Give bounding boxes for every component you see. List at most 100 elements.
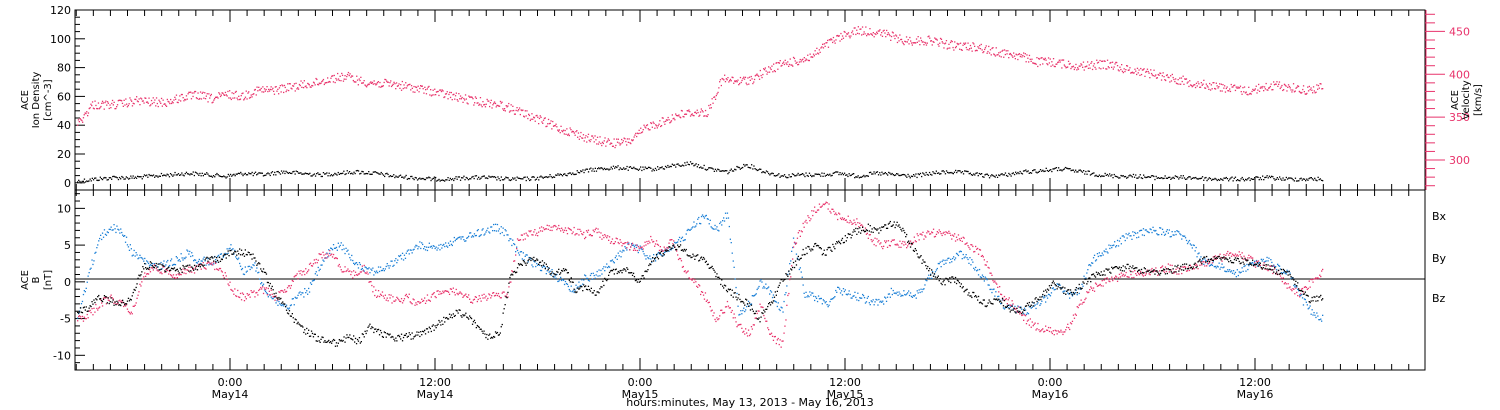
data-point <box>266 293 269 295</box>
data-point <box>1299 91 1301 93</box>
data-point <box>1254 177 1256 179</box>
data-point <box>284 172 286 175</box>
data-point <box>1234 89 1237 92</box>
data-point <box>625 140 627 143</box>
data-point <box>1048 294 1051 296</box>
data-point <box>350 273 352 276</box>
data-point <box>1321 320 1323 322</box>
data-point <box>584 237 586 240</box>
data-point <box>802 284 804 286</box>
data-point <box>1209 264 1212 266</box>
data-point <box>506 293 508 295</box>
data-point <box>458 176 461 178</box>
data-point <box>1063 290 1065 292</box>
data-point <box>1087 67 1090 69</box>
data-point <box>130 99 132 101</box>
data-point <box>890 39 892 41</box>
data-point <box>699 111 702 113</box>
data-point <box>1163 234 1166 236</box>
data-point <box>327 256 329 258</box>
data-point <box>450 179 453 181</box>
data-point <box>1241 176 1243 179</box>
data-point <box>918 289 920 291</box>
data-point <box>518 177 521 179</box>
data-point <box>1204 258 1206 260</box>
data-point <box>196 97 198 100</box>
data-point <box>342 80 345 82</box>
data-point <box>1111 61 1114 63</box>
data-point <box>752 82 754 85</box>
data-point <box>978 172 980 175</box>
data-point <box>501 292 503 294</box>
data-point <box>176 277 178 279</box>
data-point <box>295 297 297 299</box>
data-point <box>1125 233 1127 235</box>
data-point <box>443 243 445 246</box>
data-point <box>994 176 996 178</box>
data-point <box>388 85 390 87</box>
data-point <box>1222 179 1224 181</box>
data-point <box>861 26 864 28</box>
data-point <box>371 173 373 175</box>
data-point <box>99 176 101 178</box>
data-point <box>140 97 142 99</box>
data-point <box>827 306 829 308</box>
data-point <box>652 241 654 243</box>
data-point <box>293 170 295 173</box>
data-point <box>970 174 973 176</box>
data-point <box>406 250 408 252</box>
data-point <box>1018 53 1020 56</box>
data-point <box>711 227 713 229</box>
data-point <box>1082 66 1084 68</box>
data-point <box>380 294 383 296</box>
data-point <box>170 274 172 276</box>
data-point <box>241 92 243 95</box>
data-point <box>1032 62 1034 64</box>
data-point <box>1010 305 1012 307</box>
data-point <box>730 80 732 82</box>
data-point <box>619 144 621 146</box>
data-point <box>813 295 815 297</box>
data-point <box>351 172 353 174</box>
data-point <box>184 257 186 260</box>
data-point <box>80 303 83 305</box>
data-point <box>1265 260 1267 262</box>
data-point <box>599 168 601 170</box>
data-point <box>278 93 280 95</box>
data-point <box>1005 50 1007 52</box>
data-point <box>462 177 464 179</box>
data-point <box>356 75 358 77</box>
data-point <box>797 258 799 261</box>
data-point <box>393 300 395 302</box>
data-point <box>696 109 698 111</box>
data-point <box>870 300 872 302</box>
data-point <box>603 266 605 268</box>
data-point <box>544 117 546 119</box>
data-point <box>1079 288 1081 290</box>
data-point <box>142 176 144 178</box>
data-point <box>745 82 747 84</box>
data-point <box>1191 247 1193 249</box>
data-point <box>834 42 836 44</box>
data-point <box>661 250 663 252</box>
data-point <box>379 173 381 175</box>
data-point <box>629 249 631 251</box>
data-point <box>480 234 482 236</box>
data-point <box>739 313 741 316</box>
data-point <box>89 178 91 180</box>
data-point <box>475 175 478 177</box>
data-point <box>441 89 443 91</box>
data-point <box>921 41 923 43</box>
data-point <box>674 119 676 121</box>
data-point <box>395 258 397 260</box>
data-point <box>854 27 856 29</box>
data-point <box>1161 233 1163 236</box>
data-point <box>821 172 823 174</box>
data-point <box>164 174 166 176</box>
data-point <box>177 273 179 275</box>
data-point <box>397 297 399 300</box>
data-point <box>519 239 522 241</box>
data-point <box>1184 78 1186 80</box>
data-point <box>1005 174 1008 177</box>
data-point <box>241 173 243 175</box>
